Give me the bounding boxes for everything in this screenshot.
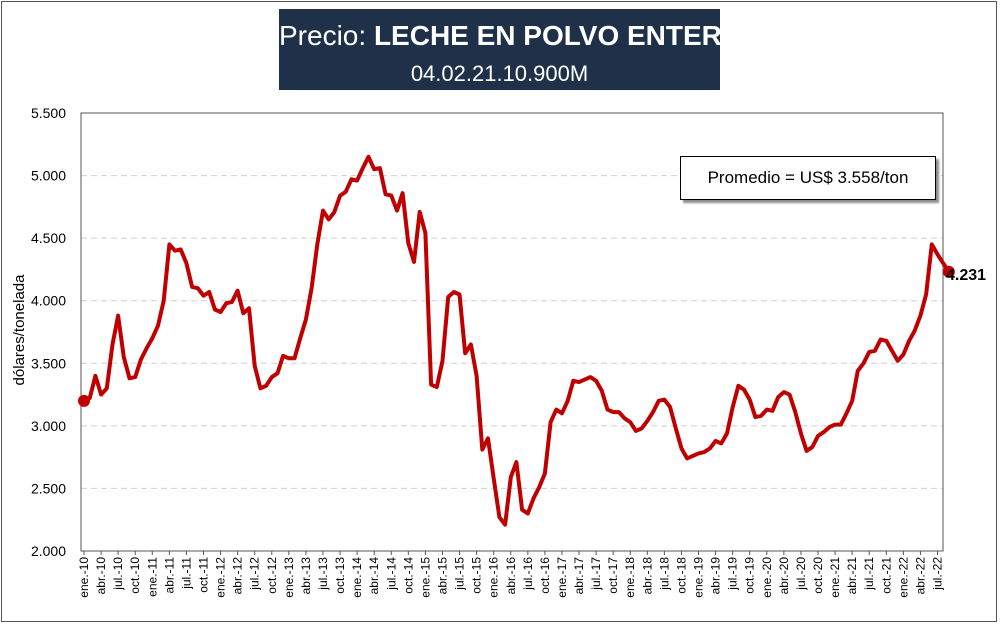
x-tick-label: abr.-10 — [94, 557, 108, 595]
x-tick-label: ene.-14 — [350, 557, 364, 598]
x-tick-label: abr.-19 — [709, 557, 723, 595]
x-tick-label: jul.-22 — [931, 557, 945, 591]
y-tick-label: 2.500 — [31, 480, 66, 496]
x-tick-label: ene.-13 — [282, 557, 296, 598]
x-tick-label: oct.-17 — [606, 557, 620, 594]
x-tick-label: oct.-21 — [879, 557, 893, 594]
x-tick-label: ene.-15 — [418, 557, 432, 598]
x-tick-label: ene.-16 — [487, 557, 501, 598]
x-tick-label: oct.-16 — [538, 557, 552, 594]
x-tick-label: jul.-20 — [794, 557, 808, 591]
x-tick-label: jul.-17 — [589, 557, 603, 591]
x-tick-label: jul.-16 — [521, 557, 535, 591]
x-tick-label: ene.-21 — [828, 557, 842, 598]
x-tick-label: oct.-20 — [811, 557, 825, 594]
grid-lines — [81, 175, 943, 489]
x-tick-label: abr.-15 — [435, 557, 449, 595]
start-point-marker — [78, 394, 90, 407]
x-tick-label: abr.-18 — [640, 557, 654, 595]
x-tick-label: jul.-10 — [111, 557, 125, 591]
x-tick-label: ene.-22 — [896, 557, 910, 598]
x-tick-label: jul.-13 — [316, 557, 330, 591]
chart-title-prefix: Precio: — [279, 20, 367, 51]
x-tick-label: oct.-10 — [128, 557, 142, 594]
x-tick-label: abr.-12 — [231, 557, 245, 595]
x-tick-label: oct.-18 — [674, 557, 688, 594]
x-axis-ticks: ene.-10 abr.-10 jul.-10 oct.-10 ene.-11 abr.-… — [77, 551, 945, 598]
x-tick-label: jul.-19 — [726, 557, 740, 591]
series-group — [78, 154, 955, 527]
x-tick-label: abr.-17 — [572, 557, 586, 595]
x-tick-label: ene.-19 — [692, 557, 706, 598]
y-tick-label: 4.000 — [31, 293, 66, 309]
chart-title: Precio: LECHE EN POLVO ENTERA — [279, 19, 742, 53]
y-tick-label: 2.000 — [31, 543, 66, 559]
y-axis-label: dólares/tonelada — [11, 274, 28, 386]
x-tick-label: oct.-14 — [401, 557, 415, 594]
x-tick-label: abr.-22 — [913, 557, 927, 595]
x-tick-label: oct.-15 — [470, 557, 484, 594]
chart-title-product: LECHE EN POLVO ENTERA — [373, 20, 743, 51]
x-tick-label: abr.-20 — [777, 557, 791, 595]
x-tick-label: ene.-10 — [77, 557, 91, 598]
y-tick-label: 4.500 — [31, 230, 66, 246]
x-tick-label: jul.-14 — [384, 557, 398, 591]
x-tick-label: ene.-17 — [555, 557, 569, 598]
chart-title-box: Precio: LECHE EN POLVO ENTERA 04.02.21.1… — [279, 9, 742, 90]
x-tick-label: jul.-21 — [862, 557, 876, 591]
x-tick-label: jul.-15 — [453, 557, 467, 591]
chart-subtitle: 04.02.21.10.900M — [410, 61, 589, 86]
x-tick-label: oct.-19 — [743, 557, 757, 594]
y-tick-label: 5.000 — [31, 168, 66, 184]
end-point-marker — [942, 265, 955, 278]
series-line — [82, 154, 951, 527]
last-value-label: 4.231 — [946, 267, 986, 284]
x-tick-label: jul.-12 — [248, 557, 262, 591]
y-axis-ticks: 2.000 2.500 3.000 3.500 4.000 4.500 5.000 5.500 — [31, 105, 66, 559]
x-tick-label: jul.-18 — [657, 557, 671, 591]
x-tick-label: abr.-14 — [367, 557, 381, 595]
y-tick-label: 3.500 — [31, 355, 66, 371]
x-tick-label: abr.-16 — [504, 557, 518, 595]
x-tick-label: ene.-20 — [760, 557, 774, 598]
average-annotation: Promedio = US$ 3.558/ton — [680, 156, 936, 200]
x-tick-label: oct.-11 — [196, 557, 210, 593]
x-tick-label: oct.-13 — [333, 557, 347, 594]
x-tick-label: oct.-12 — [265, 557, 279, 594]
x-tick-label: abr.-21 — [845, 557, 859, 595]
x-tick-label: abr.-13 — [299, 557, 313, 595]
x-tick-label: ene.-12 — [214, 557, 228, 598]
x-tick-label: ene.-11 — [145, 557, 159, 597]
x-tick-label: abr.-11 — [162, 557, 176, 594]
plot-area-border — [80, 112, 944, 552]
x-tick-label: jul.-11 — [179, 557, 193, 590]
y-tick-label: 3.000 — [31, 418, 66, 434]
x-tick-label: ene.-18 — [623, 557, 637, 598]
y-tick-label: 5.500 — [31, 105, 66, 121]
